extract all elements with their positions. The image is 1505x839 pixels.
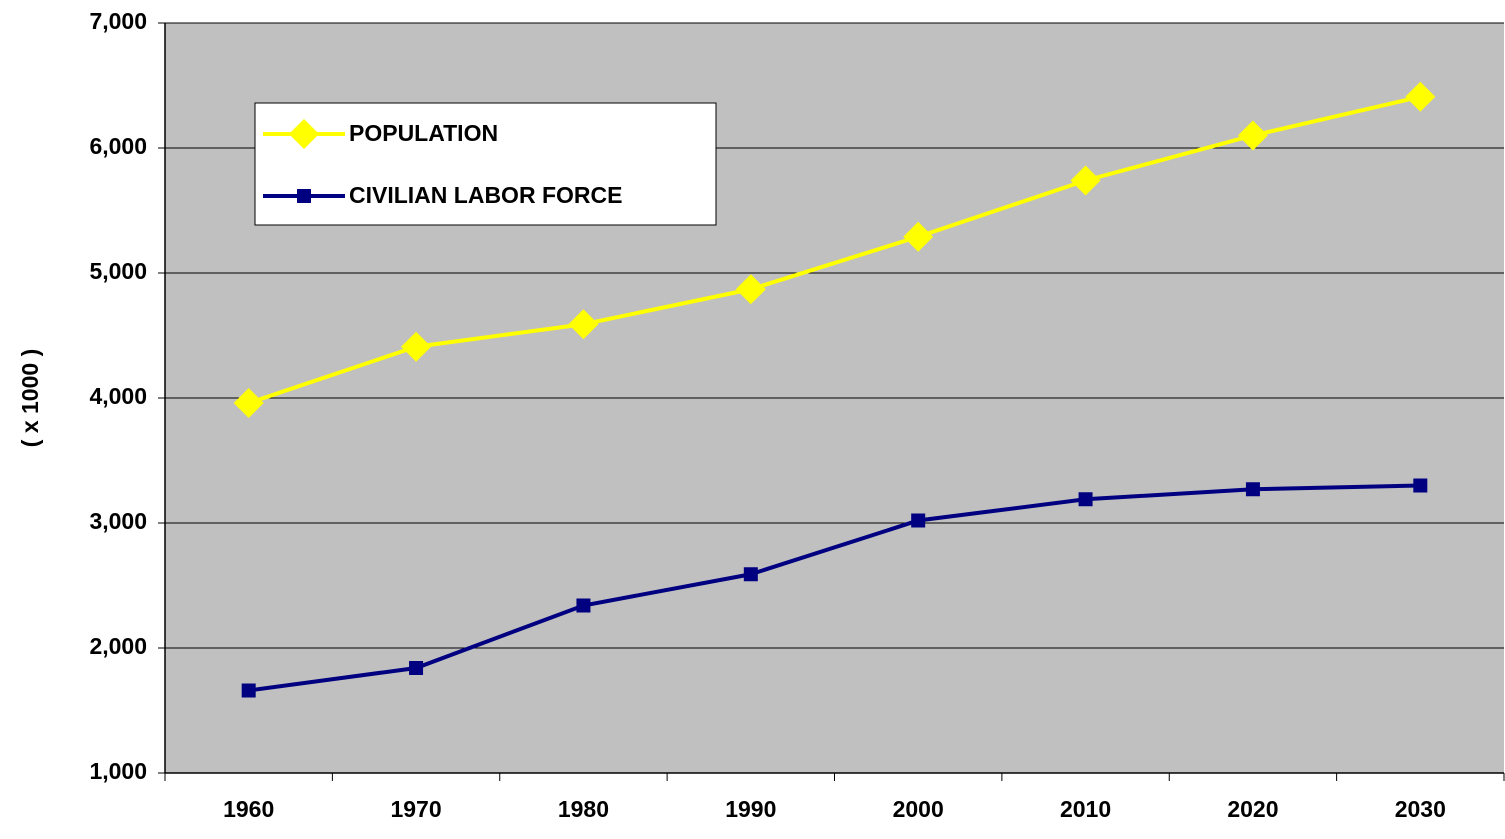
x-tick-label: 1980 <box>558 796 609 822</box>
x-tick-label: 2000 <box>893 796 944 822</box>
marker <box>1237 120 1268 151</box>
y-tick-label: 7,000 <box>89 8 147 34</box>
series-line <box>248 483 1421 693</box>
y-tick-label: 6,000 <box>89 133 147 159</box>
y-axis-label: ( x 1000 ) <box>17 349 43 447</box>
marker <box>1413 478 1428 493</box>
y-tick-label: 4,000 <box>89 383 147 409</box>
marker <box>911 513 926 528</box>
x-tick-label: 1990 <box>725 796 776 822</box>
marker <box>743 567 758 582</box>
marker <box>568 309 599 340</box>
marker <box>1078 492 1093 507</box>
y-tick-label: 3,000 <box>89 508 147 534</box>
legend-box <box>254 102 717 226</box>
legend-label: CIVILIAN LABOR FORCE <box>349 182 622 208</box>
marker <box>903 221 934 252</box>
marker <box>576 598 591 613</box>
legend-marker <box>297 189 311 203</box>
marker <box>401 331 432 362</box>
y-tick-label: 5,000 <box>89 258 147 284</box>
marker <box>409 661 424 675</box>
x-tick-label: 1970 <box>390 796 441 822</box>
marker <box>233 388 264 418</box>
marker <box>1245 482 1260 497</box>
y-tick-label: 1,000 <box>89 758 147 784</box>
marker <box>1405 81 1436 112</box>
marker <box>1070 165 1101 196</box>
x-tick-label: 2030 <box>1395 796 1446 822</box>
x-tick-label: 2010 <box>1060 796 1111 822</box>
legend-marker <box>289 119 319 149</box>
x-tick-label: 2020 <box>1227 796 1278 822</box>
series-line <box>248 94 1421 405</box>
marker <box>241 683 256 698</box>
y-tick-label: 2,000 <box>89 633 147 659</box>
x-tick-label: 1960 <box>223 796 274 822</box>
legend: POPULATION CIVILIAN LABOR FORCE <box>254 102 717 226</box>
legend-label: POPULATION <box>349 120 498 146</box>
marker <box>735 274 766 305</box>
